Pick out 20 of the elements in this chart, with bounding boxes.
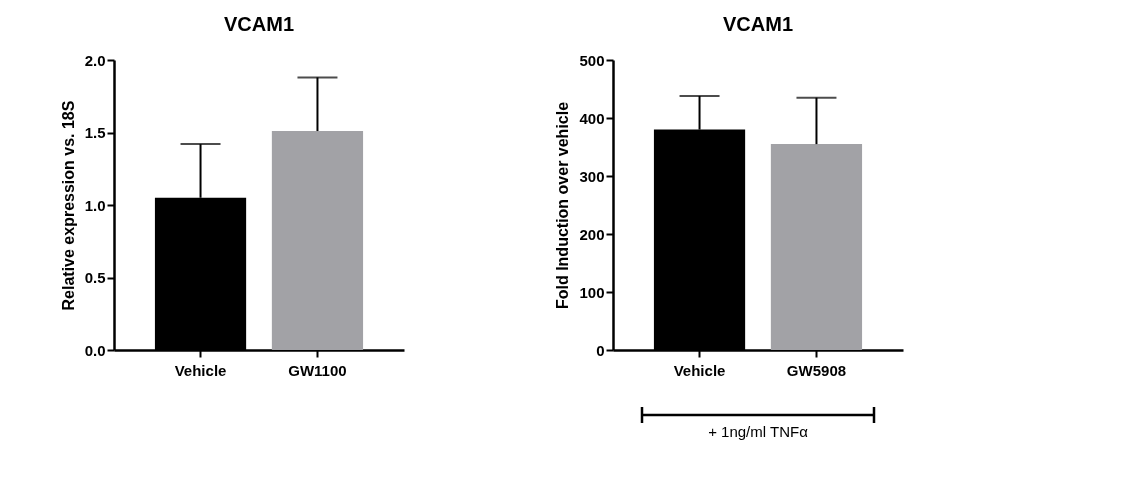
y-tick-label: 0.0 — [84, 341, 106, 359]
y-tick-label: 1.5 — [84, 124, 106, 141]
y-tick-label: 1.0 — [84, 196, 106, 214]
y-tick-label: 400 — [579, 109, 605, 127]
y-tick-label: 300 — [579, 167, 605, 185]
chart-title: VCAM1 — [223, 13, 295, 35]
y-tick-label: 100 — [579, 283, 605, 301]
y-tick-label: 0 — [596, 341, 605, 359]
x-tick-label: GW5908 — [786, 361, 847, 379]
y-tick-label: 2.0 — [84, 51, 106, 69]
y-axis-title: Fold Induction over vehicle — [554, 101, 572, 310]
x-tick-label: Vehicle — [174, 361, 227, 379]
x-tick-label: Vehicle — [673, 361, 726, 379]
x-tick-label: GW1100 — [288, 361, 347, 379]
y-axis-title: Relative expression vs. 18S — [59, 100, 77, 311]
y-tick-label: 0.5 — [84, 269, 106, 286]
chart-title: VCAM1 — [722, 13, 794, 35]
text: + 1ng/ml TNFα — [708, 423, 809, 440]
y-tick-label: 500 — [579, 51, 605, 69]
y-tick-label: 200 — [579, 225, 605, 243]
